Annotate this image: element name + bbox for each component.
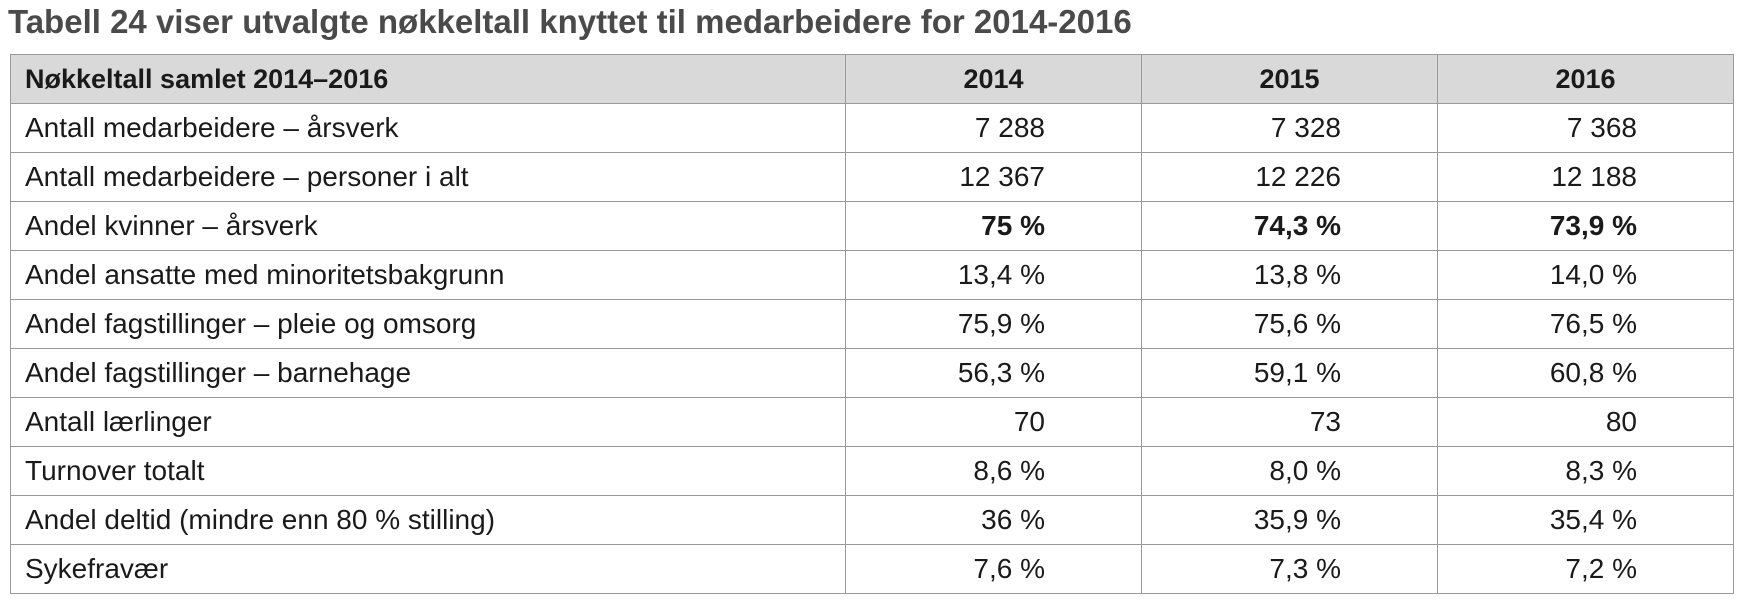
row-value-cell: 12 188 <box>1437 152 1734 202</box>
row-label-cell: Andel fagstillinger – barnehage <box>10 348 846 398</box>
table-caption: Tabell 24 viser utvalgte nøkkeltall knyt… <box>8 3 1132 40</box>
row-value-cell: 7,3 % <box>1141 544 1438 594</box>
row-value-cell: 59,1 % <box>1141 348 1438 398</box>
row-value-cell: 73 <box>1141 397 1438 447</box>
row-value-cell: 73,9 % <box>1437 201 1734 251</box>
table-row: Antall lærlinger 70 73 80 <box>10 397 1734 447</box>
row-label-cell: Andel ansatte med minoritetsbakgrunn <box>10 250 846 300</box>
table-row: Andel ansatte med minoritetsbakgrunn 13,4… <box>10 250 1734 300</box>
row-label-cell: Andel kvinner – årsverk <box>10 201 846 251</box>
table-row: Andel deltid (mindre enn 80 % stilling) 3… <box>10 495 1734 545</box>
row-label-cell: Sykefravær <box>10 544 846 594</box>
table-row: Sykefravær 7,6 % 7,3 % 7,2 % <box>10 544 1734 594</box>
table-row: Antall medarbeidere – årsverk 7 288 7 328 7… <box>10 103 1734 153</box>
header-year-cell: 2015 <box>1141 54 1438 104</box>
table-row: Andel fagstillinger – pleie og omsorg 75,… <box>10 299 1734 349</box>
row-value-cell: 75 % <box>845 201 1142 251</box>
row-value-cell: 35,9 % <box>1141 495 1438 545</box>
row-value-cell: 8,3 % <box>1437 446 1734 496</box>
row-value-cell: 13,4 % <box>845 250 1142 300</box>
row-label-cell: Antall medarbeidere – personer i alt <box>10 152 846 202</box>
key-figures-table: Nøkkeltall samlet 2014–2016 2014 2015 20… <box>10 54 1734 594</box>
row-value-cell: 76,5 % <box>1437 299 1734 349</box>
header-year-cell: 2016 <box>1437 54 1734 104</box>
header-year-cell: 2014 <box>845 54 1142 104</box>
row-value-cell: 8,6 % <box>845 446 1142 496</box>
row-value-cell: 7 288 <box>845 103 1142 153</box>
row-label-cell: Turnover totalt <box>10 446 846 496</box>
row-value-cell: 75,6 % <box>1141 299 1438 349</box>
row-value-cell: 12 367 <box>845 152 1142 202</box>
row-value-cell: 60,8 % <box>1437 348 1734 398</box>
row-value-cell: 75,9 % <box>845 299 1142 349</box>
row-value-cell: 7 328 <box>1141 103 1438 153</box>
row-value-cell: 80 <box>1437 397 1734 447</box>
row-value-cell: 36 % <box>845 495 1142 545</box>
row-value-cell: 56,3 % <box>845 348 1142 398</box>
row-value-cell: 7 368 <box>1437 103 1734 153</box>
table-row: Andel kvinner – årsverk 75 % 74,3 % 73,9 % <box>10 201 1734 251</box>
header-label-cell: Nøkkeltall samlet 2014–2016 <box>10 54 846 104</box>
row-label-cell: Andel deltid (mindre enn 80 % stilling) <box>10 495 846 545</box>
row-value-cell: 13,8 % <box>1141 250 1438 300</box>
row-label-cell: Antall lærlinger <box>10 397 846 447</box>
row-value-cell: 14,0 % <box>1437 250 1734 300</box>
row-label-cell: Andel fagstillinger – pleie og omsorg <box>10 299 846 349</box>
row-value-cell: 8,0 % <box>1141 446 1438 496</box>
table-row: Andel fagstillinger – barnehage 56,3 % 59,… <box>10 348 1734 398</box>
row-value-cell: 35,4 % <box>1437 495 1734 545</box>
row-value-cell: 70 <box>845 397 1142 447</box>
row-value-cell: 7,2 % <box>1437 544 1734 594</box>
table-header-row: Nøkkeltall samlet 2014–2016 2014 2015 20… <box>10 54 1734 104</box>
row-label-cell: Antall medarbeidere – årsverk <box>10 103 846 153</box>
row-value-cell: 7,6 % <box>845 544 1142 594</box>
row-value-cell: 12 226 <box>1141 152 1438 202</box>
row-value-cell: 74,3 % <box>1141 201 1438 251</box>
table-row: Antall medarbeidere – personer i alt 12 3… <box>10 152 1734 202</box>
table-row: Turnover totalt 8,6 % 8,0 % 8,3 % <box>10 446 1734 496</box>
